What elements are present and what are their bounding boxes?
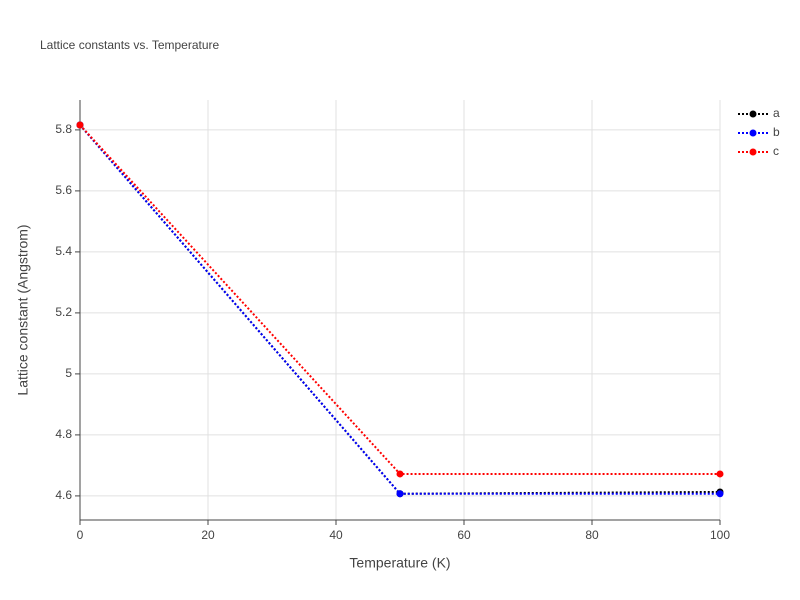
data-point <box>396 470 404 478</box>
x-tick-label: 60 <box>457 528 471 542</box>
x-tick-label: 20 <box>201 528 215 542</box>
legend-label: a <box>773 106 780 120</box>
x-tick-label: 80 <box>585 528 599 542</box>
y-tick-label: 5.4 <box>55 244 72 258</box>
data-point <box>716 470 724 478</box>
legend-marker <box>749 110 757 118</box>
x-tick-label: 100 <box>710 528 730 542</box>
x-axis-label: Temperature (K) <box>349 555 450 571</box>
data-point <box>396 490 404 498</box>
legend-marker <box>749 148 757 156</box>
data-point <box>716 490 724 498</box>
x-tick-label: 0 <box>77 528 84 542</box>
chart-title: Lattice constants vs. Temperature <box>40 38 220 52</box>
y-tick-label: 5.6 <box>55 183 72 197</box>
y-tick-label: 5 <box>65 366 72 380</box>
legend-marker <box>749 129 757 137</box>
y-tick-label: 4.8 <box>55 427 72 441</box>
legend-label: b <box>773 125 780 139</box>
x-tick-label: 40 <box>329 528 343 542</box>
y-tick-label: 4.6 <box>55 488 72 502</box>
y-axis-label: Lattice constant (Angstrom) <box>15 224 31 395</box>
data-point <box>76 121 84 129</box>
legend-label: c <box>773 144 779 158</box>
y-tick-label: 5.2 <box>55 305 72 319</box>
y-tick-label: 5.8 <box>55 122 72 136</box>
